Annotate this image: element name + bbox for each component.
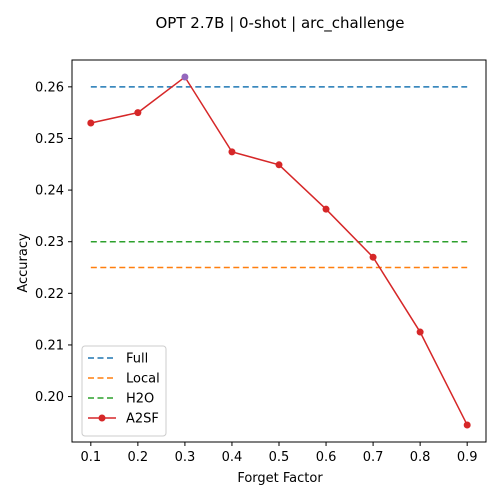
- x-tick-label: 0.3: [175, 450, 196, 465]
- y-tick-label: 0.22: [35, 287, 64, 302]
- data-point: [322, 205, 330, 213]
- data-point: [369, 253, 377, 261]
- data-point: [228, 148, 236, 156]
- y-tick-label: 0.25: [35, 132, 64, 147]
- chart-title: OPT 2.7B | 0-shot | arc_challenge: [156, 14, 405, 33]
- data-point: [463, 421, 471, 429]
- y-tick-label: 0.23: [35, 235, 64, 250]
- legend-label: Full: [126, 352, 148, 367]
- data-point: [275, 161, 283, 169]
- plot-area: 0.1 0.2 0.3 0.4 0.5 0.6 0.7 0.8 0.9 0.20 0.21 0.22 0…: [35, 59, 487, 465]
- x-tick-label: 0.4: [222, 450, 243, 465]
- y-tick-label: 0.21: [35, 338, 64, 353]
- x-tick-label: 0.1: [80, 450, 101, 465]
- data-point: [134, 109, 142, 117]
- data-point: [87, 119, 95, 127]
- x-tick-label: 0.7: [363, 450, 384, 465]
- y-tick-label: 0.20: [35, 390, 64, 405]
- x-tick-label: 0.9: [457, 450, 478, 465]
- legend-label: H2O: [126, 392, 154, 407]
- x-tick-label: 0.6: [316, 450, 337, 465]
- x-tick-label: 0.2: [128, 450, 149, 465]
- x-tick-label: 0.5: [269, 450, 290, 465]
- legend-marker: [98, 414, 106, 422]
- highlight-point: [181, 73, 189, 81]
- data-point: [416, 328, 424, 336]
- x-tick-label: 0.8: [410, 450, 431, 465]
- y-axis-label: Accuracy: [16, 233, 31, 293]
- y-tick-label: 0.26: [35, 80, 64, 95]
- legend-label: A2SF: [126, 412, 159, 427]
- x-axis-label: Forget Factor: [237, 471, 323, 486]
- legend-box: [81, 345, 167, 437]
- legend-label: Local: [126, 372, 160, 387]
- y-tick-label: 0.24: [35, 184, 64, 199]
